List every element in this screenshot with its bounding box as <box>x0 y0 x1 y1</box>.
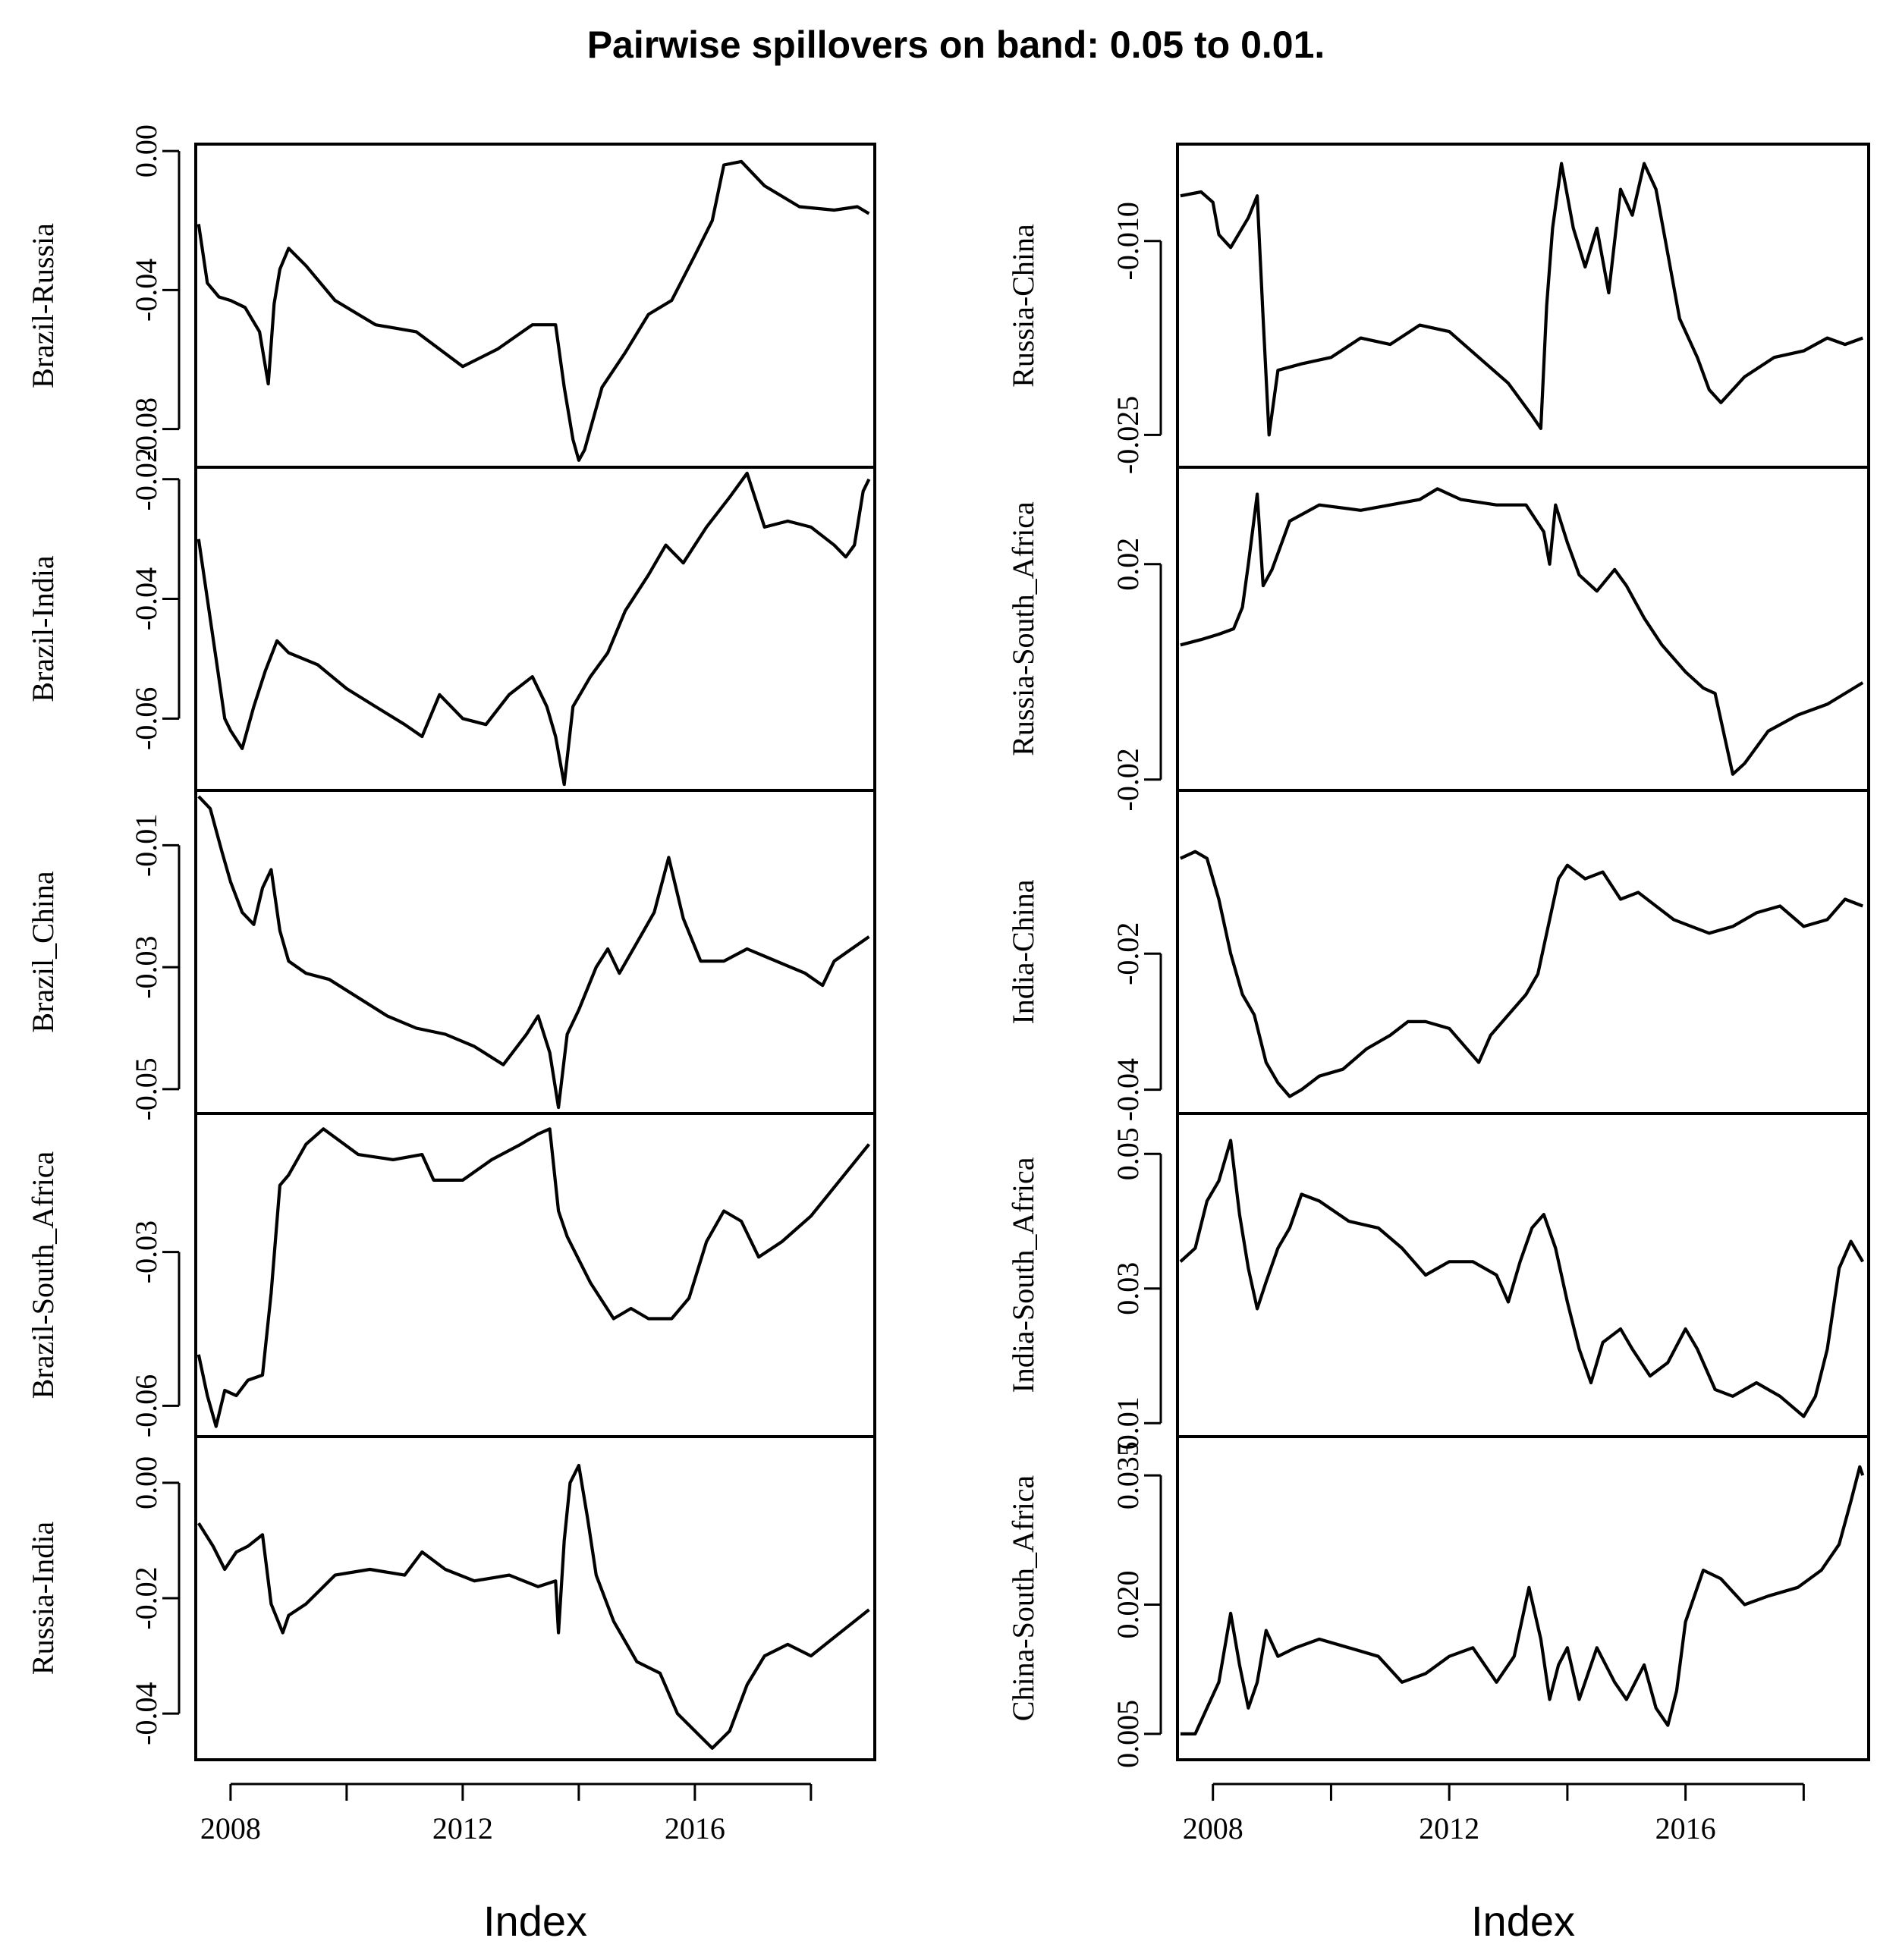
x-tick-label: 2012 <box>1419 1811 1479 1845</box>
y-tick-label: 0.035 <box>1111 1441 1145 1509</box>
y-tick-label: -0.04 <box>129 259 163 322</box>
chart-title: Pairwise spillovers on band: 0.05 to 0.0… <box>587 24 1325 66</box>
series-line <box>1180 1465 1865 1735</box>
y-tick-label: -0.02 <box>1111 922 1145 985</box>
y-tick-label: -0.01 <box>129 814 163 877</box>
series-line <box>197 471 871 787</box>
panel-brazil-india: -0.02 -0.04 -0.06 Brazil-India <box>26 448 876 792</box>
x-axis-title: Index <box>483 1897 587 1945</box>
y-tick-label: -0.02 <box>129 448 163 510</box>
x-axis-title: Index <box>1471 1897 1575 1945</box>
y-tick-label: -0.03 <box>129 1220 163 1283</box>
panel-frame <box>1176 466 1870 792</box>
y-tick-label: 0.00 <box>129 124 163 177</box>
y-tick-label: -0.04 <box>129 1682 163 1745</box>
panel-frame <box>194 1435 876 1761</box>
y-axis-title: India-China <box>1006 879 1040 1024</box>
y-tick-label: -0.02 <box>129 1566 163 1629</box>
x-tick-label: 2012 <box>432 1811 493 1845</box>
panel-frame <box>194 789 876 1115</box>
series-line <box>1179 1139 1865 1418</box>
y-tick-label: -0.06 <box>129 687 163 750</box>
y-axis-title: Brazil-Russia <box>26 223 60 388</box>
x-tick-label: 2016 <box>1655 1811 1716 1845</box>
y-tick-label: 0.00 <box>129 1456 163 1509</box>
y-axis-title: Brazil-South_Africa <box>26 1151 60 1399</box>
panel-russia-south-africa: 0.02 -0.02 Russia-South_Africa <box>1006 466 1870 811</box>
series-line <box>197 1463 870 1750</box>
y-axis-title: India-South_Africa <box>1006 1157 1040 1393</box>
y-axis-title: Brazil_China <box>26 871 60 1033</box>
panel-frame <box>1176 1435 1870 1761</box>
y-tick-label: 0.01 <box>1111 1396 1145 1450</box>
panel-brazil-south-africa: -0.03 -0.06 Brazil-South_Africa <box>26 1112 876 1438</box>
panel-frame <box>194 466 876 792</box>
series-line <box>1180 162 1863 437</box>
series-line <box>197 1127 871 1428</box>
x-tick-label: 2016 <box>665 1811 725 1845</box>
series-line <box>197 159 870 462</box>
y-tick-label: 0.020 <box>1111 1571 1145 1639</box>
column-2: -0.010 -0.025 Russia-China 0.02 -0.02 Russia-… <box>1006 143 1870 1945</box>
y-tick-label: 0.05 <box>1111 1127 1145 1180</box>
x-tick-label: 2008 <box>1183 1811 1243 1845</box>
panel-russia-china: -0.010 -0.025 Russia-China <box>1006 143 1870 474</box>
y-tick-label: -0.05 <box>129 1057 163 1120</box>
panel-russia-india: 0.00 -0.02 -0.04 Russia-India <box>26 1435 876 1761</box>
panel-india-south-africa: 0.05 0.03 0.01 India-South_Africa <box>1006 1112 1870 1450</box>
y-tick-label: -0.06 <box>129 1374 163 1437</box>
series-line <box>197 795 870 1110</box>
y-tick-label: 0.03 <box>1111 1262 1145 1315</box>
column-1: 0.00-0.04-0.08Brazil-Russia-0.02-0.04-0.… <box>26 124 876 1945</box>
y-tick-label: 0.02 <box>1111 538 1145 591</box>
panel-india-china: -0.02 -0.04 India-China <box>1006 789 1870 1121</box>
plot-root: 0.00-0.04-0.08Brazil-Russia-0.02-0.04-0.… <box>26 124 1870 1945</box>
y-axis-title: Russia-India <box>26 1522 60 1675</box>
y-tick-label: -0.04 <box>1111 1058 1145 1121</box>
y-tick-label: -0.03 <box>129 935 163 998</box>
x-tick-label: 2008 <box>200 1811 261 1845</box>
y-axis-title: Russia-South_Africa <box>1006 501 1040 756</box>
series-line <box>1180 850 1863 1098</box>
panel-frame <box>1176 143 1870 469</box>
y-tick-label: 0.005 <box>1111 1700 1145 1768</box>
y-tick-label: -0.02 <box>1111 748 1145 811</box>
y-axis-title: China-South_Africa <box>1006 1475 1040 1722</box>
y-tick-label: -0.08 <box>129 397 163 460</box>
y-tick-label: -0.010 <box>1111 202 1145 280</box>
panel-brazil-china: -0.01 -0.03 -0.05 Brazil_China <box>26 789 876 1121</box>
panel-frame <box>1176 789 1870 1115</box>
y-axis-title: Russia-China <box>1006 224 1040 388</box>
y-tick-label: -0.025 <box>1111 396 1145 474</box>
panel-china-south-africa: 0.035 0.020 0.005 China-South_Africa <box>1006 1435 1870 1768</box>
y-axis-title: Brazil-India <box>26 555 60 702</box>
panel-brazil-russia: 0.00 -0.04 -0.08 Brazil-Russia <box>26 124 876 469</box>
series-line <box>1180 487 1864 776</box>
y-tick-label: -0.04 <box>129 567 163 630</box>
